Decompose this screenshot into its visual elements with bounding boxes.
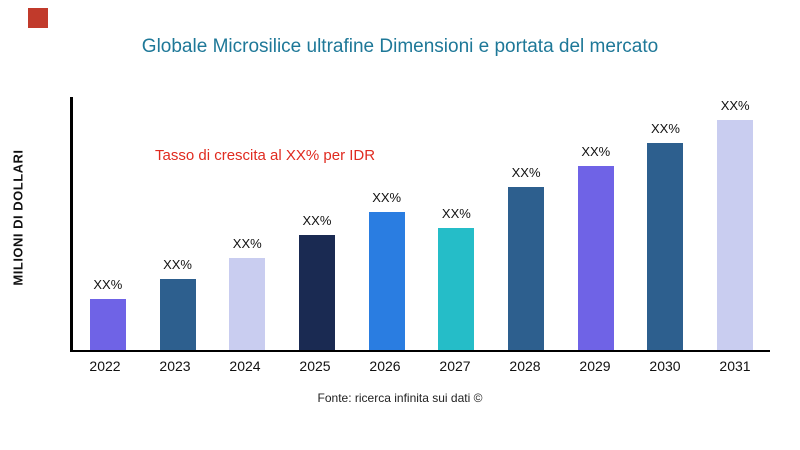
- bar-group-2023: XX%: [143, 97, 213, 350]
- bar-group-2027: XX%: [422, 97, 492, 350]
- bar-value-label-2026: XX%: [372, 190, 402, 205]
- bar-2031: [717, 120, 754, 350]
- bar-value-label-2031: XX%: [720, 98, 750, 113]
- x-tick-2031: 2031: [719, 358, 751, 374]
- bar-2024: [229, 258, 266, 350]
- x-tick-2025: 2025: [299, 358, 331, 374]
- bar-value-label-2025: XX%: [302, 213, 332, 228]
- plot-area: Tasso di crescita al XX% per IDR XX% XX% X…: [70, 97, 770, 352]
- bar-2027: [438, 228, 475, 350]
- bar-2029: [577, 166, 614, 350]
- x-tick-2026: 2026: [369, 358, 401, 374]
- bar-value-label-2030: XX%: [651, 121, 680, 136]
- bar-group-2030: XX%: [631, 97, 701, 350]
- bar-2028: [508, 186, 545, 350]
- bar-2022: [89, 299, 126, 350]
- x-tick-2029: 2029: [579, 358, 611, 374]
- bar-group-2022: XX%: [73, 97, 143, 350]
- source-note: Fonte: ricerca infinita sui dati ©: [317, 391, 483, 405]
- x-axis-labels: 2022 2023 2024 2025 2026 2027 2028 2029 2030 2031: [70, 358, 770, 374]
- x-tick-2024: 2024: [229, 358, 261, 374]
- x-tick-2022: 2022: [89, 358, 121, 374]
- bar-value-label-2029: XX%: [581, 144, 611, 159]
- bar-2030: [647, 143, 684, 350]
- bar-group-2024: XX%: [212, 97, 282, 350]
- bar-value-label-2023: XX%: [163, 256, 192, 272]
- bar-2023: [159, 278, 196, 350]
- growth-rate-annotation: Tasso di crescita al XX% per IDR: [155, 147, 376, 164]
- y-axis-label: MILIONI DI DOLLARI: [10, 149, 26, 286]
- bars: XX% XX% XX% XX% XX% XX% XX% XX% XX% XX%: [73, 97, 770, 350]
- bar-value-label-2027: XX%: [441, 206, 471, 222]
- bar-value-label-2028: XX%: [511, 164, 541, 180]
- bar-group-2031: XX%: [700, 97, 770, 350]
- bar-2026: [368, 212, 405, 350]
- x-tick-2030: 2030: [649, 358, 681, 374]
- x-tick-2023: 2023: [159, 358, 191, 374]
- x-tick-2027: 2027: [439, 358, 471, 374]
- bar-value-label-2022: XX%: [93, 277, 123, 293]
- bar-group-2029: XX%: [561, 97, 631, 350]
- bar-group-2028: XX%: [491, 97, 561, 350]
- x-tick-2028: 2028: [509, 358, 541, 374]
- bar-group-2026: XX%: [352, 97, 422, 350]
- bar-group-2025: XX%: [282, 97, 352, 350]
- bar-2025: [298, 235, 335, 350]
- bar-value-label-2024: XX%: [232, 236, 262, 251]
- chart-title: Globale Microsilice ultrafine Dimensioni…: [141, 36, 659, 57]
- brand-logo-square: [28, 8, 48, 28]
